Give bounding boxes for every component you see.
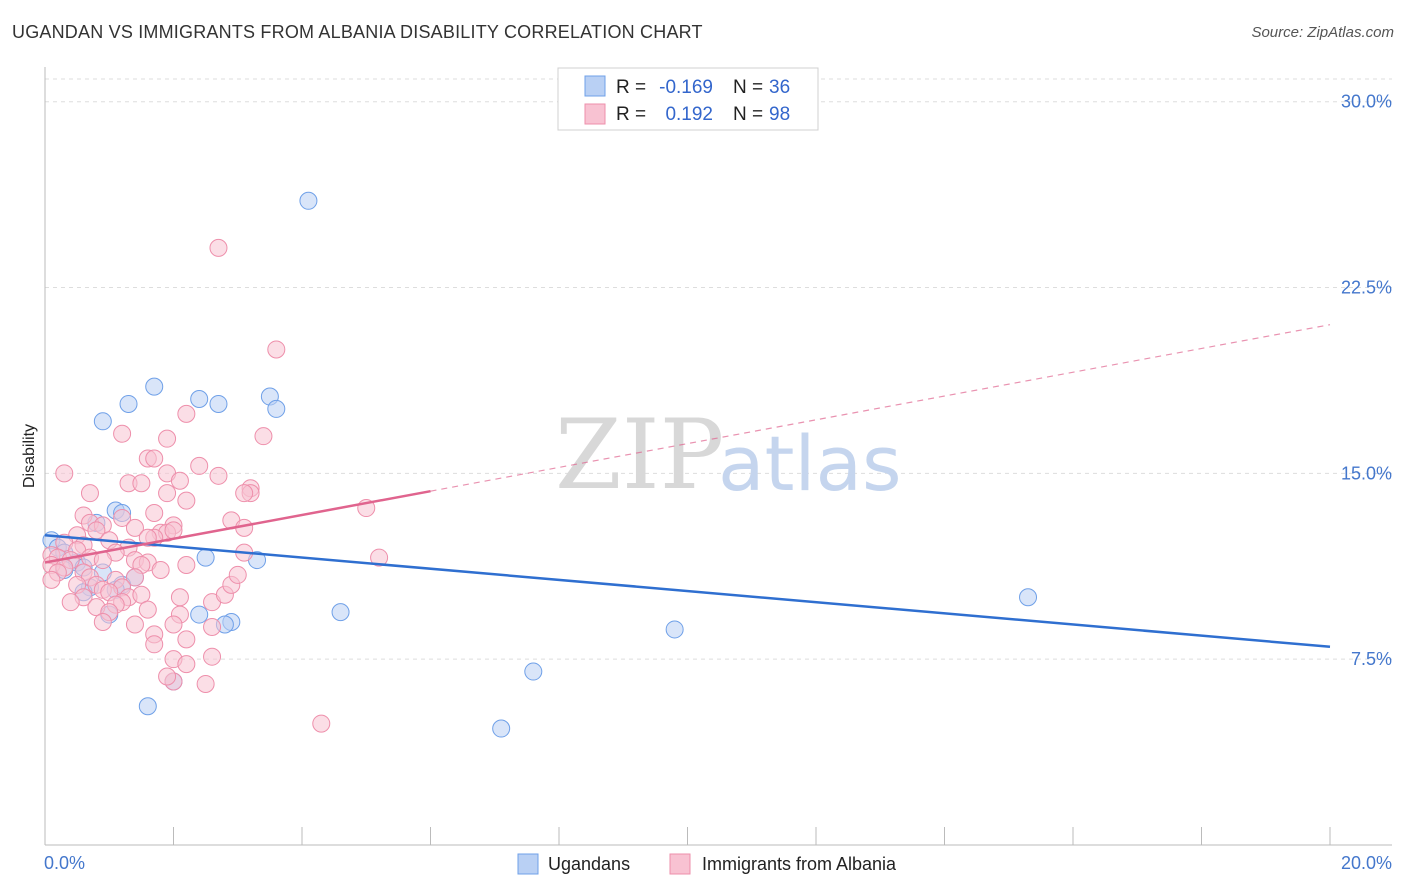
albania-points [42,238,389,733]
point-ugandans-25 [190,605,209,624]
point-ugandans-1 [145,377,164,396]
trend-lines [44,324,1331,649]
axes [44,67,1392,846]
stats-legend: R = -0.169 N = 36 R = 0.192 N = 98 [557,67,819,131]
stats-legend-n-label-1: N = [733,104,763,125]
point-albania-52 [177,556,196,575]
stats-legend-n-label-0: N = [733,77,763,98]
point-albania-86 [177,630,196,649]
point-ugandans-5 [267,399,286,418]
point-albania-5 [158,429,177,448]
point-albania-81 [164,615,183,634]
point-albania-79 [93,613,112,632]
point-albania-89 [203,647,222,666]
point-albania-11 [209,466,228,485]
y-tick-label-3: 30.0% [1341,92,1392,112]
point-albania-7 [145,449,164,468]
point-albania-87 [145,635,164,654]
point-albania-18 [80,484,99,503]
point-albania-24 [113,508,132,527]
stats-legend-swatch-ugandans [584,75,606,97]
stats-legend-n-value-0: 36 [769,77,790,98]
y-tick-labels: 7.5% 15.0% 22.5% 30.0% [1341,92,1392,669]
point-albania-17 [235,484,254,503]
y-tick-label-2: 22.5% [1341,278,1392,298]
chart-source: Source: ZipAtlas.com [1251,24,1394,41]
series-legend-swatch-ugandans [517,853,539,875]
point-ugandans-32 [524,662,543,681]
point-albania-2 [177,404,196,423]
point-ugandans-30 [1019,588,1038,607]
point-albania-9 [190,456,209,475]
point-ugandans-34 [138,697,157,716]
watermark-atlas: atlas [718,419,902,508]
stats-legend-r-label-0: R = [616,77,646,98]
point-albania-61 [125,568,144,587]
point-ugandans-2 [190,390,209,409]
point-albania-8 [55,464,74,483]
point-albania-82 [203,617,222,636]
point-albania-13 [132,474,151,493]
point-ugandans-29 [331,603,350,622]
series-legend-swatch-albania [669,853,691,875]
point-albania-34 [164,521,183,540]
y-tick-label-1: 15.0% [1341,463,1392,483]
point-albania-91 [177,655,196,674]
point-ugandans-0 [299,191,318,210]
stats-legend-r-label-1: R = [616,104,646,125]
point-albania-93 [196,674,215,693]
series-legend-label-albania: Immigrants from Albania [702,854,897,874]
grid-lines [45,78,1392,660]
point-albania-19 [158,484,177,503]
chart-title: UGANDAN VS IMMIGRANTS FROM ALBANIA DISAB… [12,22,703,42]
point-albania-63 [42,570,61,589]
point-ugandans-6 [119,394,138,413]
point-ugandans-31 [665,620,684,639]
x-tick-label-min: 0.0% [44,853,85,873]
point-albania-95 [158,667,177,686]
stats-legend-r-value-0: -0.169 [659,77,713,98]
series-legend-label-ugandans: Ugandans [548,854,630,874]
point-albania-23 [145,503,164,522]
point-albania-62 [151,560,170,579]
point-ugandans-7 [93,412,112,431]
point-albania-94 [312,714,331,733]
x-tick-label-max: 20.0% [1341,853,1392,873]
point-albania-3 [113,424,132,443]
y-tick-label-0: 7.5% [1351,649,1392,669]
point-albania-0 [209,238,228,257]
stats-legend-swatch-albania [584,103,606,125]
trend-line-albania [44,489,431,564]
point-albania-74 [61,593,80,612]
point-albania-1 [267,340,286,359]
point-ugandans-35 [492,719,511,738]
point-albania-76 [138,600,157,619]
point-albania-20 [177,491,196,510]
trend-line-ugandans [44,534,1331,649]
point-albania-14 [170,471,189,490]
point-albania-4 [254,427,273,446]
point-albania-80 [125,615,144,634]
point-albania-29 [125,518,144,537]
point-ugandans-18 [196,548,215,567]
point-albania-70 [132,585,151,604]
point-albania-54 [370,548,389,567]
point-ugandans-3 [209,394,228,413]
point-albania-97 [228,565,247,584]
stats-legend-n-value-1: 98 [769,104,790,125]
point-albania-84 [170,588,189,607]
stats-legend-r-value-1: 0.192 [665,104,713,125]
x-tick-marks [44,827,1331,845]
watermark-zip: ZIP [555,399,724,511]
series-legend: Ugandans Immigrants from Albania [517,853,897,875]
trend-line-dashed-albania [430,324,1331,492]
y-axis-label: Disability [21,424,38,488]
